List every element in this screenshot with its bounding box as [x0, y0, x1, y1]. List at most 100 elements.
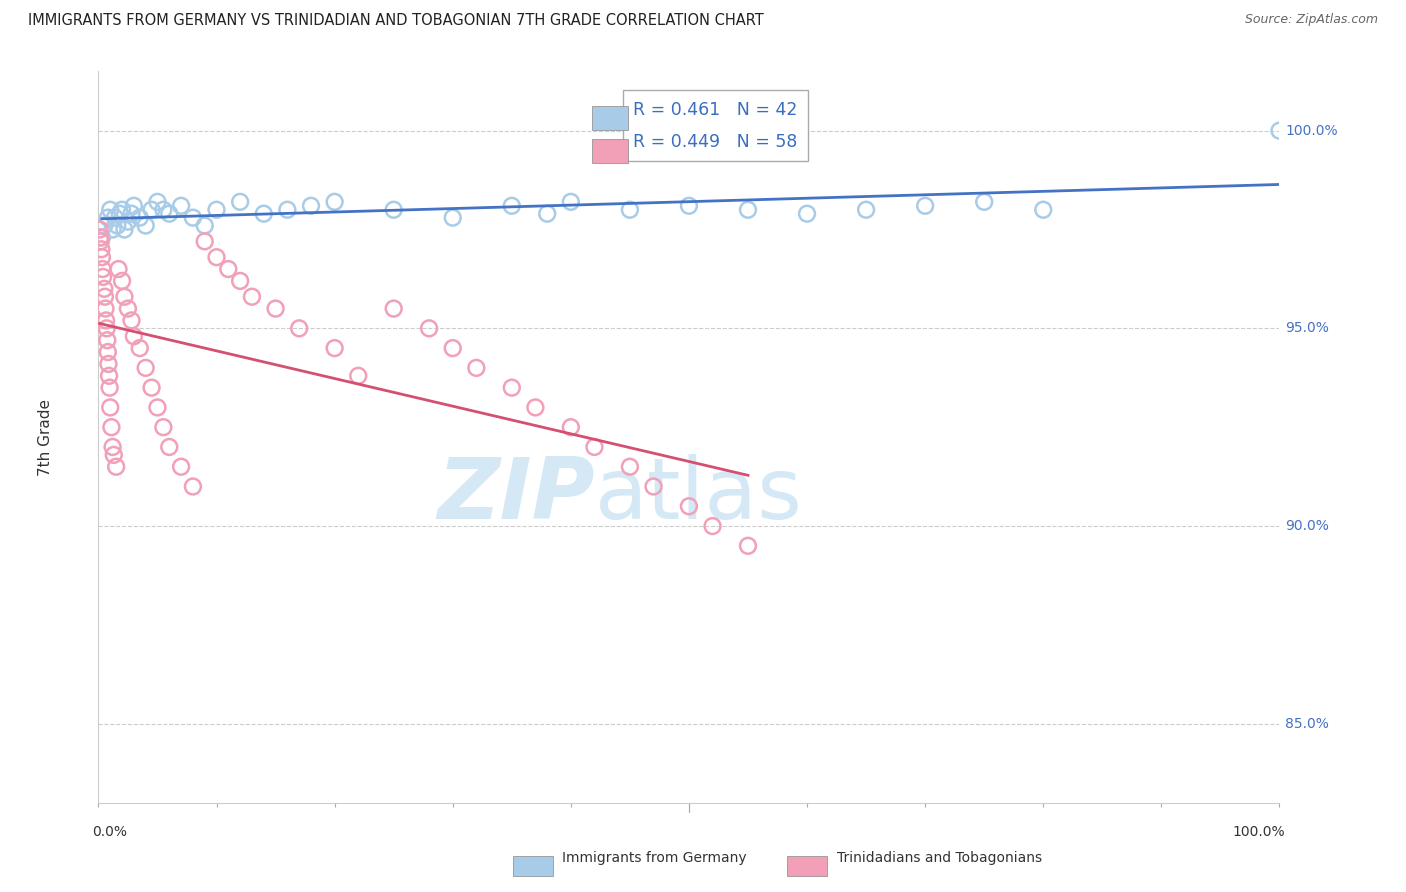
Point: [107, 262, 129, 277]
Point: [152, 202, 174, 217]
Point: [146, 401, 169, 415]
Point: [94, 313, 117, 327]
Point: [217, 262, 239, 277]
Point: [91, 230, 114, 244]
Point: [264, 301, 287, 316]
Point: [441, 211, 464, 225]
Point: [97, 345, 120, 359]
Point: [382, 202, 405, 217]
Point: [501, 381, 523, 395]
Point: [914, 199, 936, 213]
Text: R = 0.461   N = 42
R = 0.449   N = 58: R = 0.461 N = 42 R = 0.449 N = 58: [634, 101, 797, 151]
Point: [117, 301, 139, 316]
Point: [94, 301, 117, 316]
Text: 100.0%: 100.0%: [1285, 124, 1339, 137]
Point: [128, 211, 150, 225]
Point: [465, 360, 488, 375]
Point: [560, 420, 582, 434]
Point: [89, 230, 111, 244]
Point: [170, 459, 193, 474]
Point: [737, 539, 759, 553]
Text: ZIP: ZIP: [437, 454, 595, 537]
Point: [98, 202, 121, 217]
Point: [347, 368, 370, 383]
Point: [170, 199, 193, 213]
Point: [678, 500, 700, 514]
Point: [93, 282, 115, 296]
Point: [98, 401, 121, 415]
Point: [101, 222, 124, 236]
Point: [94, 290, 117, 304]
Point: [98, 381, 121, 395]
Point: [146, 194, 169, 209]
Point: [323, 194, 346, 209]
Point: [973, 194, 995, 209]
Point: [501, 199, 523, 213]
Point: [104, 211, 127, 225]
Point: [112, 290, 135, 304]
Point: [112, 222, 135, 236]
Point: [1032, 202, 1054, 217]
Point: [181, 211, 204, 225]
Text: atlas: atlas: [595, 454, 803, 537]
Point: [96, 333, 118, 347]
Point: [796, 207, 818, 221]
Point: [93, 219, 115, 233]
Point: [122, 199, 145, 213]
Point: [299, 199, 322, 213]
Point: [91, 262, 114, 277]
Point: [855, 202, 877, 217]
Text: Source: ZipAtlas.com: Source: ZipAtlas.com: [1244, 13, 1378, 27]
Point: [97, 211, 120, 225]
Point: [229, 194, 252, 209]
Text: 100.0%: 100.0%: [1233, 825, 1285, 838]
Point: [101, 440, 124, 454]
Point: [1268, 123, 1291, 137]
Point: [135, 219, 157, 233]
Point: [157, 440, 180, 454]
Point: [560, 194, 582, 209]
Point: [157, 207, 180, 221]
Point: [536, 207, 558, 221]
Point: [181, 479, 204, 493]
Point: [105, 219, 128, 233]
Point: [91, 269, 114, 284]
Point: [108, 207, 131, 221]
Point: [240, 290, 263, 304]
Point: [100, 420, 122, 434]
Point: [441, 341, 464, 355]
Point: [382, 301, 405, 316]
Point: [98, 368, 121, 383]
Point: [105, 459, 128, 474]
Point: [111, 202, 134, 217]
Point: [121, 313, 143, 327]
Point: [90, 235, 112, 249]
Point: [288, 321, 311, 335]
Point: [702, 519, 724, 533]
Text: 85.0%: 85.0%: [1285, 717, 1329, 731]
Point: [643, 479, 665, 493]
FancyBboxPatch shape: [592, 106, 627, 130]
Point: [121, 207, 143, 221]
Point: [205, 202, 228, 217]
Point: [205, 250, 228, 264]
Point: [89, 222, 111, 236]
Point: [229, 274, 252, 288]
Point: [128, 341, 150, 355]
FancyBboxPatch shape: [592, 139, 627, 163]
Point: [97, 357, 120, 371]
Point: [524, 401, 547, 415]
Point: [96, 321, 118, 335]
Point: [117, 214, 139, 228]
Text: 7th Grade: 7th Grade: [38, 399, 53, 475]
Point: [90, 242, 112, 256]
Point: [583, 440, 606, 454]
Point: [619, 459, 641, 474]
Point: [141, 381, 163, 395]
Point: [678, 199, 700, 213]
Point: [418, 321, 440, 335]
Text: 0.0%: 0.0%: [93, 825, 128, 838]
Point: [135, 360, 157, 375]
Point: [276, 202, 298, 217]
Point: [91, 250, 114, 264]
